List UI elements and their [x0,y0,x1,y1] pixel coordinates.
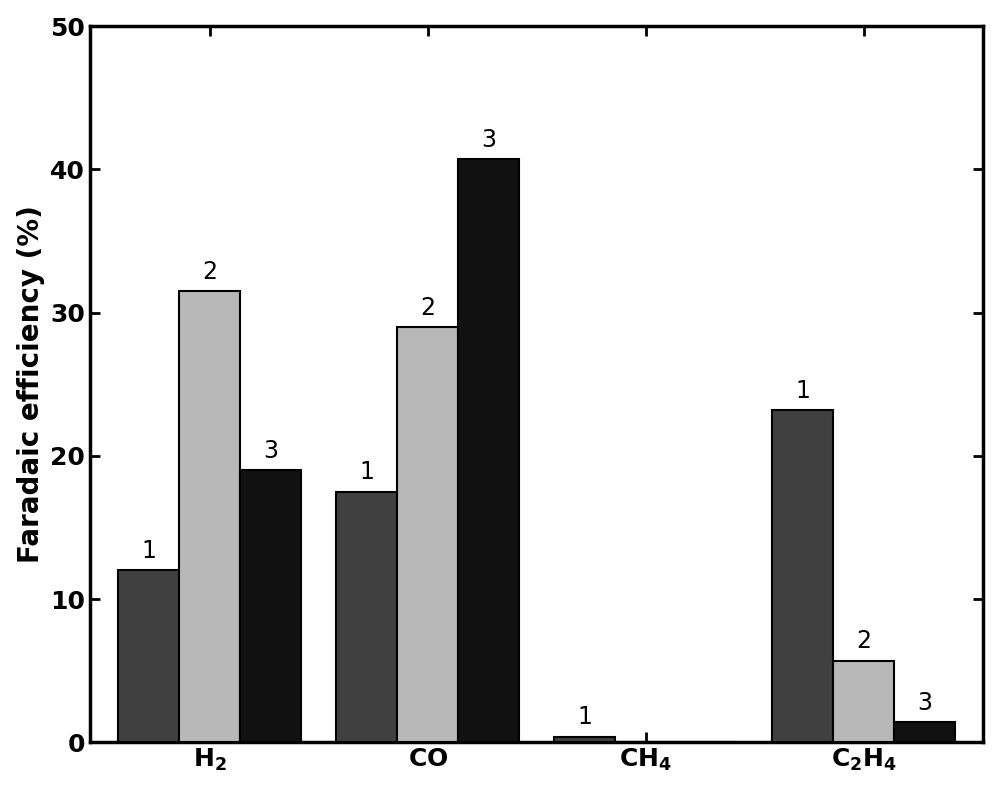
Bar [833,660,894,743]
Bar [240,470,301,743]
Bar [458,160,519,743]
Bar [772,410,833,743]
Text: 1: 1 [141,540,156,563]
Text: 2: 2 [856,630,871,653]
Bar [397,327,458,743]
Text: 3: 3 [917,691,932,715]
Text: 3: 3 [481,128,496,152]
Text: 1: 1 [577,705,592,729]
Text: 1: 1 [795,379,810,403]
Bar [554,736,615,743]
Text: 3: 3 [263,439,278,463]
Bar [179,292,240,743]
Bar [894,722,955,743]
Y-axis label: Faradaic efficiency (%): Faradaic efficiency (%) [17,205,45,563]
Bar [336,491,397,743]
Bar [118,570,179,743]
Text: 1: 1 [359,461,374,484]
Text: 2: 2 [202,260,217,284]
Text: 2: 2 [420,295,435,320]
